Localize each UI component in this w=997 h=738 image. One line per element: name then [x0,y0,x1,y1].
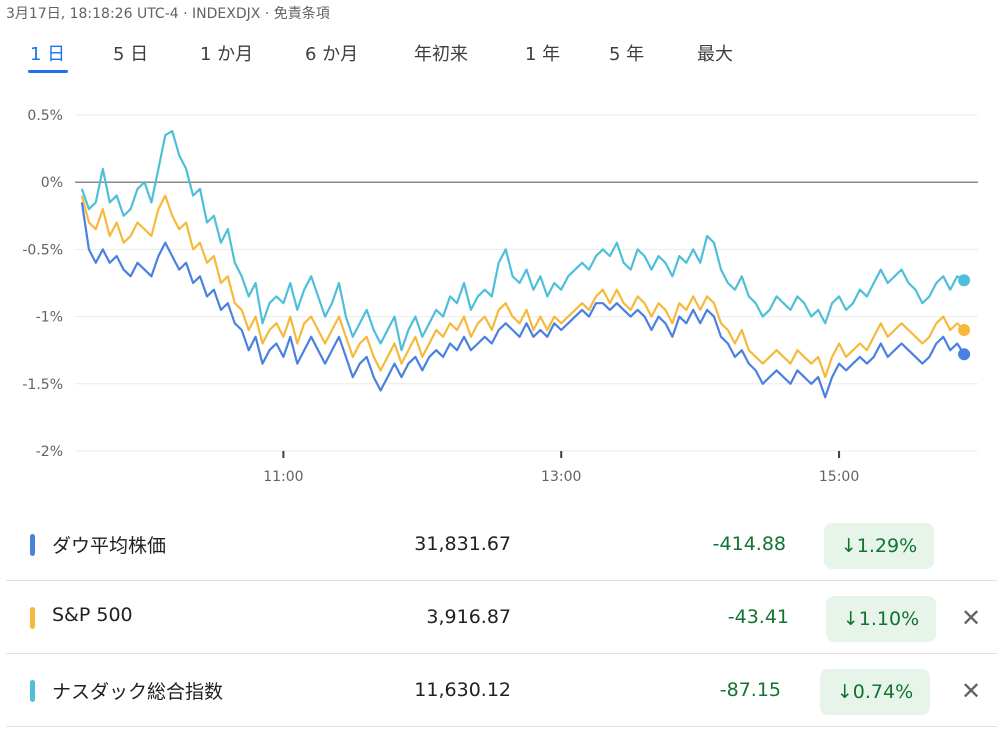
index-change: -414.88 [712,533,786,555]
time-range-tabs: 1 日 5 日 1 か月 6 か月 年初来 1 年 5 年 最大 [0,40,997,74]
y-tick-label: 0% [41,175,63,191]
tab-6m[interactable]: 6 か月 [305,44,359,65]
series-line [80,202,966,399]
disclaimer-link[interactable]: 免責条項 [273,6,330,22]
percent-value: 1.10% [858,608,920,630]
tab-5d[interactable]: 5 日 [113,44,149,65]
index-row-sp500[interactable]: S&P 500 3,916.87 -43.41 ↓ 1.10% ✕ [6,581,997,654]
percent-change-badge: ↓ 1.29% [824,523,934,569]
tab-1m[interactable]: 1 か月 [200,44,254,65]
separator: · [260,6,274,22]
percent-value: 0.74% [852,681,914,703]
x-tick-label: 13:00 [541,469,581,485]
timestamp: 3月17日, 18:18:26 UTC-4 [6,6,179,22]
index-change: -43.41 [727,606,789,628]
index-price: 3,916.87 [426,606,511,628]
y-tick-label: -2% [36,444,63,460]
active-tab-indicator [28,70,68,73]
series-swatch [30,534,35,556]
percent-change-badge: ↓ 1.10% [826,596,936,642]
percent-value: 1.29% [856,535,918,557]
quote-header: 3月17日, 18:18:26 UTC-4 · INDEXDJX · 免責条項 [6,3,330,23]
price-chart[interactable]: 0.5% 0% -0.5% -1% -1.5% -2% 11:00 13:00 15:00 [0,90,997,500]
arrow-down-icon: ↓ [836,681,853,703]
separator: · [178,6,193,22]
arrow-down-icon: ↓ [840,535,857,557]
index-change: -87.15 [719,679,781,701]
series-endpoint [958,348,971,361]
x-tick-label: 15:00 [819,469,859,485]
index-code: INDEXDJX [192,6,261,22]
y-tick-label: -1% [36,310,63,326]
series-swatch [30,680,35,702]
index-name: ナスダック総合指数 [52,681,224,703]
close-icon[interactable]: ✕ [960,604,982,632]
tab-max[interactable]: 最大 [697,44,733,65]
index-name: ダウ平均株価 [52,535,167,557]
close-icon[interactable]: ✕ [960,677,982,705]
tab-1d[interactable]: 1 日 [30,44,66,65]
y-tick-label: -1.5% [22,377,63,393]
index-price: 31,831.67 [414,533,511,555]
series-line [80,194,965,379]
index-row-dow[interactable]: ダウ平均株価 31,831.67 -414.88 ↓ 1.29% [6,508,997,581]
index-price: 11,630.12 [414,679,511,701]
series-line [80,130,965,352]
x-tick-label: 11:00 [263,469,303,485]
percent-change-badge: ↓ 0.74% [820,669,930,715]
tab-ytd[interactable]: 年初来 [414,44,468,65]
y-tick-label: -0.5% [22,242,63,258]
tab-1y[interactable]: 1 年 [525,44,561,65]
y-tick-label: 0.5% [27,108,63,124]
series-swatch [30,607,35,629]
index-name: S&P 500 [52,604,133,626]
series-endpoint [958,324,971,337]
series-endpoint [958,274,971,287]
tab-5y[interactable]: 5 年 [609,44,645,65]
index-row-nasdaq[interactable]: ナスダック総合指数 11,630.12 -87.15 ↓ 0.74% ✕ [6,654,997,727]
arrow-down-icon: ↓ [842,608,859,630]
